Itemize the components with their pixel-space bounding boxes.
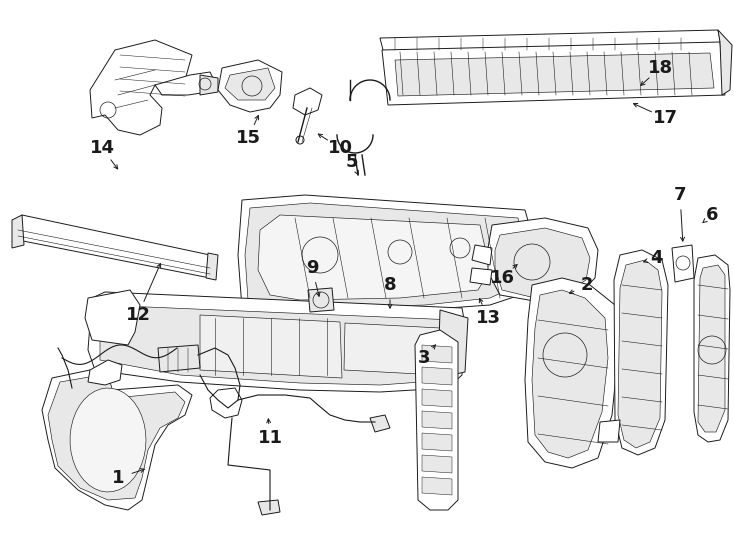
Text: 14: 14 bbox=[90, 139, 115, 157]
Text: 1: 1 bbox=[112, 469, 124, 487]
Polygon shape bbox=[200, 315, 342, 378]
Polygon shape bbox=[525, 278, 618, 468]
Polygon shape bbox=[422, 389, 452, 407]
Text: 18: 18 bbox=[647, 59, 672, 77]
Polygon shape bbox=[614, 250, 668, 455]
Polygon shape bbox=[218, 60, 282, 112]
Polygon shape bbox=[395, 53, 714, 96]
Polygon shape bbox=[470, 268, 492, 285]
Polygon shape bbox=[258, 215, 490, 300]
Polygon shape bbox=[718, 30, 732, 95]
Polygon shape bbox=[618, 260, 662, 448]
Text: 8: 8 bbox=[384, 276, 396, 294]
Polygon shape bbox=[488, 218, 598, 302]
Polygon shape bbox=[42, 370, 192, 510]
Polygon shape bbox=[672, 245, 694, 282]
Polygon shape bbox=[70, 388, 146, 492]
Polygon shape bbox=[308, 288, 334, 312]
Polygon shape bbox=[293, 88, 322, 115]
Polygon shape bbox=[206, 253, 218, 280]
Polygon shape bbox=[438, 310, 468, 378]
Polygon shape bbox=[472, 245, 492, 265]
Polygon shape bbox=[532, 290, 608, 458]
Text: 2: 2 bbox=[581, 276, 593, 294]
Polygon shape bbox=[18, 215, 214, 278]
Polygon shape bbox=[422, 411, 452, 429]
Polygon shape bbox=[415, 330, 458, 510]
Text: 16: 16 bbox=[490, 269, 515, 287]
Text: 12: 12 bbox=[126, 306, 150, 324]
Polygon shape bbox=[495, 228, 590, 298]
Text: 5: 5 bbox=[346, 153, 358, 171]
Polygon shape bbox=[382, 42, 725, 105]
Polygon shape bbox=[344, 323, 440, 375]
Polygon shape bbox=[155, 72, 215, 95]
Polygon shape bbox=[158, 345, 200, 372]
Polygon shape bbox=[48, 376, 185, 500]
Text: 6: 6 bbox=[706, 206, 719, 224]
Polygon shape bbox=[12, 215, 24, 248]
Polygon shape bbox=[245, 203, 522, 312]
Polygon shape bbox=[210, 388, 242, 418]
Text: 3: 3 bbox=[418, 349, 430, 367]
Text: 17: 17 bbox=[653, 109, 677, 127]
Text: 13: 13 bbox=[476, 309, 501, 327]
Polygon shape bbox=[238, 195, 530, 320]
Polygon shape bbox=[422, 345, 452, 363]
Polygon shape bbox=[225, 68, 275, 100]
Polygon shape bbox=[422, 433, 452, 451]
Text: 4: 4 bbox=[650, 249, 662, 267]
Polygon shape bbox=[380, 30, 722, 58]
Polygon shape bbox=[598, 420, 620, 442]
Polygon shape bbox=[90, 40, 192, 135]
Polygon shape bbox=[422, 477, 452, 495]
Text: 7: 7 bbox=[674, 186, 686, 204]
Polygon shape bbox=[694, 255, 730, 442]
Text: 11: 11 bbox=[258, 429, 283, 447]
Polygon shape bbox=[422, 455, 452, 473]
Text: 10: 10 bbox=[327, 139, 352, 157]
Text: 15: 15 bbox=[236, 129, 261, 147]
Polygon shape bbox=[422, 367, 452, 385]
Polygon shape bbox=[370, 415, 390, 432]
Polygon shape bbox=[88, 360, 122, 385]
Polygon shape bbox=[698, 265, 725, 432]
Polygon shape bbox=[258, 500, 280, 515]
Text: 9: 9 bbox=[306, 259, 319, 277]
Polygon shape bbox=[100, 305, 458, 385]
Polygon shape bbox=[200, 75, 218, 95]
Polygon shape bbox=[85, 290, 140, 345]
Polygon shape bbox=[88, 292, 465, 392]
